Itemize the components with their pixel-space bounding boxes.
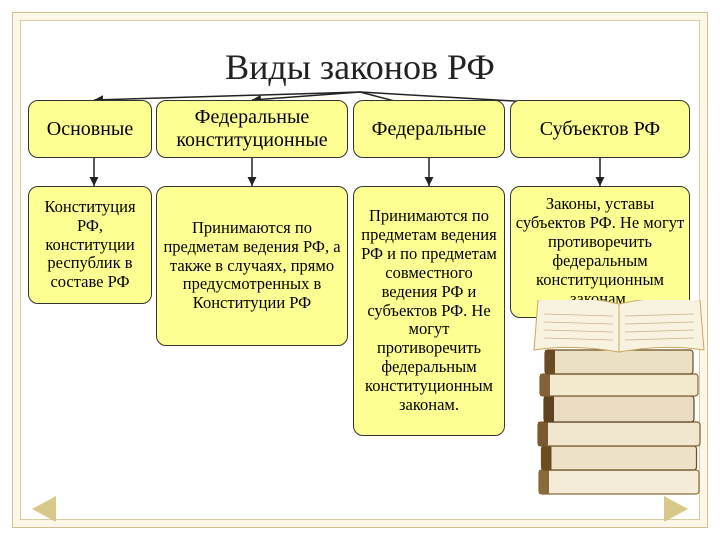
content-osnovnye: Конституция РФ, конституции республик в …	[28, 186, 152, 304]
content-federalnye: Принимаются по предметам ведения РФ и по…	[353, 186, 505, 436]
prev-slide-button[interactable]	[32, 496, 56, 522]
books-illustration	[530, 300, 708, 515]
content-text: Принимаются по предметам ведения РФ и по…	[358, 207, 500, 416]
header-subektov: Субъектов РФ	[510, 100, 690, 158]
next-slide-button[interactable]	[664, 496, 688, 522]
content-federalnye-konst: Принимаются по предметам ведения РФ, а т…	[156, 186, 348, 346]
header-osnovnye: Основные	[28, 100, 152, 158]
header-label: Субъектов РФ	[540, 118, 660, 141]
header-federalnye: Федеральные	[353, 100, 505, 158]
header-label: Федеральные конституционные	[157, 106, 347, 152]
slide-title: Виды законов РФ	[0, 46, 720, 88]
content-text: Законы, уставы субъектов РФ. Не могут пр…	[515, 195, 685, 309]
content-text: Принимаются по предметам ведения РФ, а т…	[161, 219, 343, 314]
header-federalnye-konst: Федеральные конституционные	[156, 100, 348, 158]
content-text: Конституция РФ, конституции республик в …	[33, 198, 147, 293]
header-label: Федеральные	[372, 118, 487, 141]
content-subektov: Законы, уставы субъектов РФ. Не могут пр…	[510, 186, 690, 318]
header-label: Основные	[47, 118, 133, 141]
